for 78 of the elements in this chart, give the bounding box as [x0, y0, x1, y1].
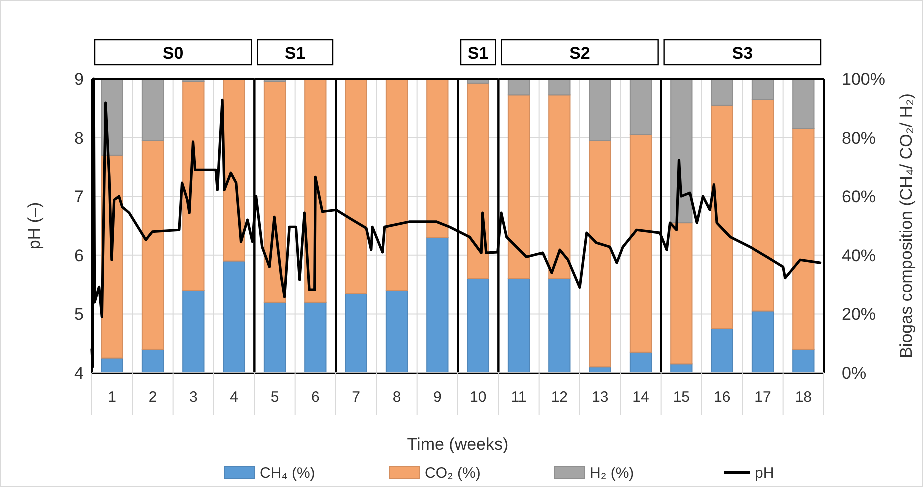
x-tick-label: 1: [108, 389, 117, 406]
x-tick-label: 16: [714, 389, 731, 406]
bar: [467, 278, 490, 374]
legend-label: CO₂ (%): [425, 465, 481, 482]
bar: [548, 94, 571, 280]
bar: [426, 78, 449, 238]
text: S3: [732, 44, 754, 63]
legend-label: CH₄ (%): [260, 465, 316, 482]
legend-label: H₂ (%): [590, 465, 634, 482]
x-axis-title: Time (weeks): [407, 435, 509, 454]
bar: [752, 99, 774, 312]
bar: [548, 278, 571, 374]
bar: [182, 290, 205, 374]
bar: [182, 81, 205, 292]
bar: [589, 140, 612, 368]
bar: [752, 78, 774, 100]
y2-tick-label: 80%: [842, 128, 876, 148]
x-tick-label: 3: [189, 389, 198, 406]
bar: [426, 237, 449, 374]
x-tick-label: 4: [230, 389, 239, 406]
bar: [752, 310, 774, 374]
bar: [711, 104, 734, 330]
text: S1: [284, 44, 306, 63]
bar: [792, 78, 815, 130]
y-tick-label: 9: [74, 70, 84, 89]
text: S2: [570, 44, 590, 63]
bar: [508, 78, 530, 96]
y-tick-label: 6: [74, 246, 84, 266]
x-tick-label: 7: [352, 389, 361, 406]
y2-tick-label: 40%: [842, 246, 876, 266]
x-tick-label: 8: [392, 389, 402, 406]
y-tick-label: 4: [74, 364, 84, 383]
x-tick-label: 13: [592, 389, 609, 406]
bar: [792, 128, 815, 350]
bar: [142, 78, 164, 142]
bar: [467, 82, 490, 280]
x-tick-label: 17: [754, 389, 772, 406]
bar: [264, 81, 286, 303]
x-tick-label: 2: [148, 389, 158, 406]
y2-axis-title: Biogas composition (CH₄/ CO₂/ H₂): [897, 94, 916, 358]
x-tick-label: 12: [551, 389, 568, 406]
y2-tick-label: 100%: [842, 70, 886, 89]
x-tick-label: 14: [632, 389, 650, 406]
legend-label: pH: [755, 465, 774, 482]
x-tick-label: 18: [795, 389, 812, 406]
bar: [345, 293, 368, 374]
bar: [386, 78, 408, 292]
x-tick-label: 5: [270, 389, 280, 406]
bar: [345, 78, 368, 294]
bar: [386, 290, 408, 374]
y-tick-label: 8: [74, 128, 84, 148]
bar: [589, 78, 612, 142]
bar: [630, 134, 652, 353]
y2-tick-label: 20%: [842, 305, 876, 324]
bar: [508, 94, 530, 280]
x-tick-label: 9: [433, 389, 442, 406]
x-tick-label: 11: [511, 389, 527, 406]
text: S0: [162, 44, 184, 63]
x-tick-label: 15: [673, 389, 690, 406]
bar: [548, 78, 571, 96]
x-tick-label: 10: [470, 389, 487, 406]
y-tick-label: 7: [74, 188, 84, 207]
bar: [264, 302, 286, 374]
bar: [508, 278, 530, 374]
y-axis-title: pH (–): [25, 202, 44, 250]
y2-tick-label: 0%: [842, 364, 867, 383]
bar: [223, 260, 246, 374]
bar: [304, 302, 327, 374]
bar: [670, 78, 693, 224]
text: S1: [468, 44, 489, 63]
bar: [711, 328, 734, 374]
bar: [670, 222, 693, 365]
x-tick-label: 6: [311, 389, 320, 406]
y2-tick-label: 60%: [842, 188, 876, 207]
bar: [711, 78, 734, 106]
y-tick-label: 5: [74, 305, 84, 324]
bar: [630, 78, 652, 136]
bar: [142, 140, 164, 350]
